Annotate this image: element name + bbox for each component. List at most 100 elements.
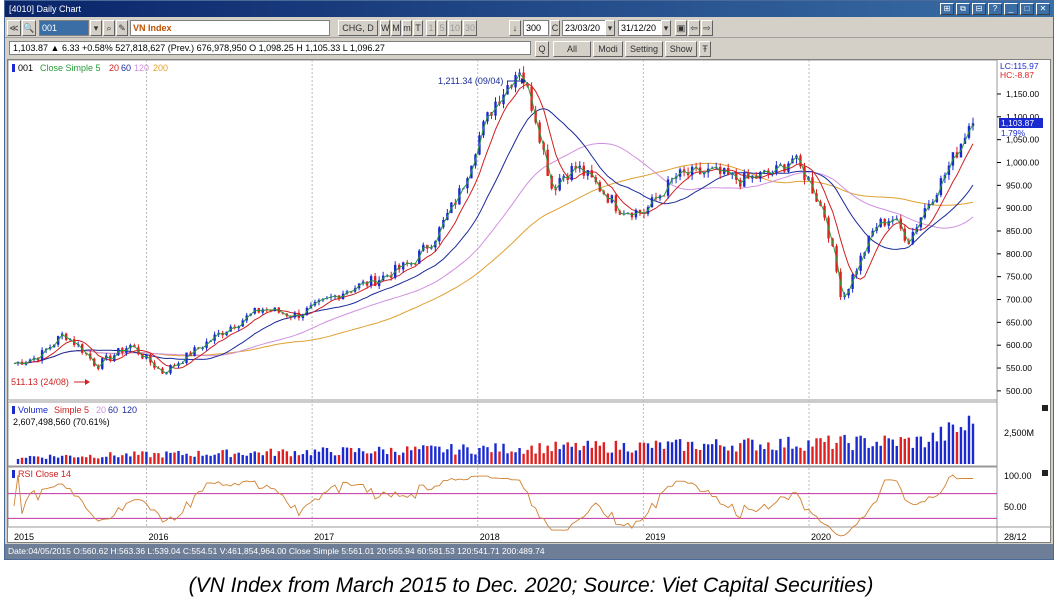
- volume-bar: [931, 432, 935, 464]
- period-m-button[interactable]: M: [391, 20, 401, 36]
- volume-bar: [967, 415, 971, 464]
- volume-bar: [646, 443, 650, 464]
- volume-bar: [618, 449, 622, 464]
- date-from-input[interactable]: 23/03/20: [562, 20, 606, 36]
- volume-bar: [863, 438, 866, 464]
- price-tick-label: 650.00: [1006, 317, 1032, 327]
- volume-bar: [947, 422, 951, 464]
- tile-icon[interactable]: ⊞: [940, 3, 954, 15]
- volume-bar: [233, 453, 236, 464]
- volume-bar: [56, 457, 60, 464]
- volume-bar: [666, 441, 670, 464]
- pin-icon[interactable]: Ŧ: [699, 41, 711, 57]
- volume-bar: [871, 446, 874, 464]
- volume-bar: [265, 451, 268, 464]
- lc-label: LC:115.97: [1000, 61, 1039, 71]
- show-button[interactable]: Show: [665, 41, 697, 57]
- volume-bar: [261, 455, 264, 464]
- period-minute-button[interactable]: m: [402, 20, 412, 36]
- period-w-button[interactable]: W: [380, 20, 390, 36]
- volume-bar: [418, 449, 421, 464]
- search-icon[interactable]: 🔍: [22, 20, 36, 36]
- save-icon[interactable]: ▣: [675, 20, 687, 36]
- low-arrowhead: [85, 379, 90, 385]
- rsi-panel[interactable]: [8, 466, 998, 528]
- back-icon[interactable]: ⇦: [688, 20, 700, 36]
- volume-bar: [229, 457, 232, 464]
- price-panel[interactable]: [8, 60, 998, 401]
- volume-bar: [458, 449, 461, 464]
- all-button[interactable]: All: [553, 41, 591, 57]
- volume-bar: [686, 441, 690, 464]
- volume-bar: [867, 447, 870, 464]
- edit-icon[interactable]: ✎: [116, 20, 128, 36]
- count-input[interactable]: 300: [523, 20, 549, 36]
- volume-bar: [410, 450, 413, 464]
- volume-bar: [827, 435, 830, 464]
- volume-bar: [903, 438, 906, 464]
- x-axis-label: 2020: [811, 532, 831, 542]
- volume-bar: [381, 449, 385, 464]
- volume-bar: [257, 452, 260, 464]
- volume-bar: [803, 450, 806, 464]
- period-10-button[interactable]: 10: [448, 20, 462, 36]
- symbol-dropdown-icon[interactable]: ▾: [90, 20, 102, 36]
- q-button[interactable]: Q: [535, 41, 549, 57]
- price-tick-label: 1,050.00: [1006, 135, 1039, 145]
- volume-bar: [654, 440, 658, 464]
- date-to-dropdown-icon[interactable]: ▾: [661, 20, 671, 36]
- volume-bar: [28, 455, 32, 464]
- volume-bar: [763, 449, 766, 464]
- forward-icon[interactable]: ⇨: [701, 20, 713, 36]
- volume-bar: [702, 443, 706, 464]
- volume-bar: [201, 455, 204, 464]
- help-icon[interactable]: ?: [988, 3, 1002, 15]
- volume-bar: [875, 441, 878, 464]
- volume-bars[interactable]: [16, 415, 975, 464]
- volume-bar: [281, 449, 285, 464]
- rsi-panel-collapse-icon[interactable]: [1042, 470, 1048, 476]
- chart-svg[interactable]: 1,150.00 1,100.00 1,050.00 1,000.00 950.00 90…: [8, 60, 1052, 544]
- volume-value: 2,607,498,560 (70.61%): [13, 417, 110, 427]
- period-t-button[interactable]: T: [413, 20, 423, 36]
- period-30-button[interactable]: 30: [463, 20, 477, 36]
- down-arrow-icon[interactable]: ↓: [509, 20, 521, 36]
- maximize-icon[interactable]: □: [1020, 3, 1034, 15]
- rsi-y-tick-100: 100.00: [1004, 471, 1032, 481]
- date-to-input[interactable]: 31/12/20: [618, 20, 662, 36]
- period-1-button[interactable]: 1: [426, 20, 436, 36]
- volume-panel-collapse-icon[interactable]: [1042, 405, 1048, 411]
- volume-bar: [361, 451, 365, 464]
- volume-bar: [36, 456, 40, 464]
- cascade-icon[interactable]: ⧉: [956, 3, 970, 15]
- volume-bar: [60, 455, 64, 464]
- rewind-icon[interactable]: ≪: [7, 20, 21, 36]
- legend-code: 001: [18, 63, 33, 73]
- volume-bar: [775, 450, 778, 464]
- volume-bar: [72, 457, 76, 464]
- modi-button[interactable]: Modi: [593, 41, 623, 57]
- volume-legend-name: Volume: [18, 405, 48, 415]
- magnifier-icon[interactable]: ⌕: [103, 20, 115, 36]
- chart-area[interactable]: 1,150.00 1,100.00 1,050.00 1,000.00 950.00 90…: [7, 59, 1052, 544]
- price-tick-label: 750.00: [1006, 272, 1032, 282]
- volume-bar: [105, 456, 108, 464]
- volume-bar: [506, 453, 509, 464]
- setting-button[interactable]: Setting: [625, 41, 663, 57]
- volume-bar: [887, 438, 890, 464]
- close-icon[interactable]: ✕: [1036, 3, 1050, 15]
- minimize-icon[interactable]: _: [1004, 3, 1018, 15]
- layout-icon[interactable]: ⊟: [972, 3, 986, 15]
- volume-bar: [698, 449, 702, 464]
- ma20-path: [13, 82, 974, 369]
- volume-bar: [16, 458, 20, 464]
- volume-bar: [727, 450, 730, 464]
- symbol-code-input[interactable]: 001: [39, 20, 89, 36]
- symbol-name-field[interactable]: VN Index: [130, 20, 330, 36]
- period-5-button[interactable]: 5: [437, 20, 447, 36]
- volume-bar: [209, 455, 212, 464]
- date-from-dropdown-icon[interactable]: ▾: [605, 20, 615, 36]
- c-button[interactable]: C: [550, 20, 560, 36]
- volume-bar: [811, 446, 814, 464]
- chg-button[interactable]: CHG, D: [338, 20, 378, 36]
